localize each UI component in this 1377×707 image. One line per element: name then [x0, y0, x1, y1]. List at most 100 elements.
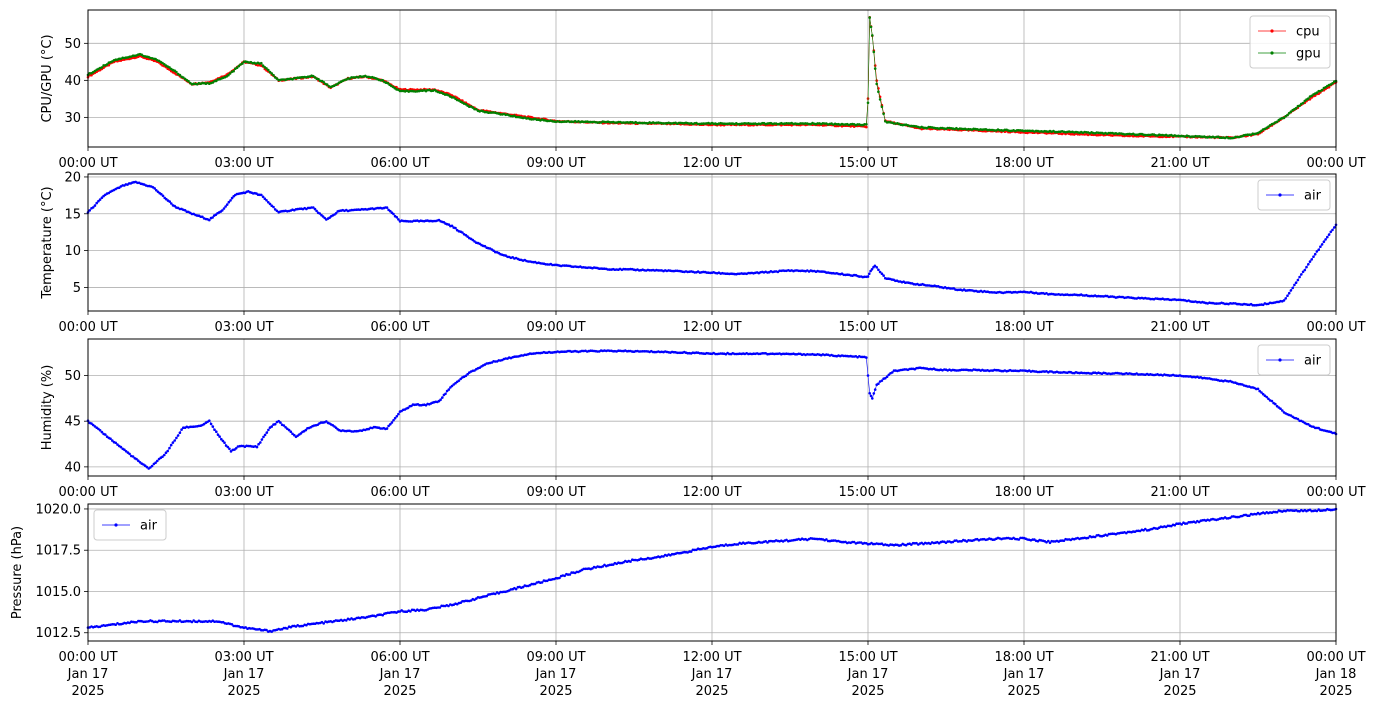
data-point	[882, 274, 885, 277]
legend-marker	[1278, 358, 1282, 362]
x-tick-label: 21:00 UT	[1150, 485, 1209, 500]
data-point	[728, 122, 731, 125]
data-point	[208, 419, 211, 423]
data-point	[1320, 88, 1324, 92]
data-point	[334, 212, 338, 215]
data-point	[208, 218, 211, 222]
data-point	[873, 67, 877, 70]
data-point	[447, 388, 451, 391]
data-point	[211, 425, 215, 428]
data-point	[785, 538, 788, 542]
data-point	[494, 592, 497, 596]
x-tick-label: 00:00 UT	[58, 650, 117, 665]
legend: air	[1257, 179, 1331, 211]
data-point	[1324, 238, 1327, 241]
data-point	[161, 194, 165, 198]
data-point	[213, 428, 216, 432]
data-point	[180, 428, 183, 431]
data-point	[190, 620, 194, 624]
data-point	[263, 433, 267, 437]
data-point	[315, 209, 318, 213]
data-point	[1293, 283, 1296, 287]
series-markers-air	[86, 507, 1338, 633]
x-tick-year: 2025	[383, 684, 416, 699]
data-point	[452, 383, 456, 386]
data-point	[608, 268, 611, 271]
data-point	[1291, 286, 1294, 290]
data-point	[279, 421, 282, 424]
data-point	[1305, 265, 1308, 269]
data-point	[872, 392, 876, 395]
data-point	[137, 459, 140, 463]
data-point	[226, 445, 230, 449]
x-tick-label: 09:00 UT	[526, 156, 585, 171]
data-point	[145, 465, 149, 469]
legend-label: air	[1304, 354, 1322, 369]
data-point	[1298, 104, 1301, 107]
data-point	[1045, 541, 1048, 544]
x-tick-label: 15:00 UT	[838, 156, 897, 171]
data-point	[466, 235, 469, 238]
data-point	[450, 224, 454, 228]
data-point	[869, 394, 873, 398]
x-tick-label: 03:00 UT	[214, 156, 273, 171]
x-tick-label: 09:00 UT	[526, 485, 585, 500]
x-tick-year: 2025	[695, 684, 728, 699]
data-point	[241, 62, 244, 65]
data-point	[866, 275, 870, 278]
x-tick-label: 18:00 UT	[994, 156, 1053, 171]
data-point	[267, 428, 270, 432]
data-point	[255, 445, 259, 449]
data-point	[1287, 111, 1291, 115]
data-point	[877, 268, 880, 272]
data-point	[1173, 523, 1177, 527]
data-point	[1159, 135, 1163, 139]
data-point	[869, 25, 873, 29]
data-point	[444, 392, 447, 396]
data-point	[170, 202, 173, 205]
data-point	[150, 464, 154, 468]
data-point	[1144, 527, 1147, 531]
data-point	[438, 606, 442, 609]
data-point	[345, 619, 348, 622]
data-point	[90, 73, 93, 77]
x-tick-date: Jan 18	[1315, 667, 1357, 682]
data-point	[736, 543, 740, 546]
panel-2: 40 45 50 Humidity (%) 00:00 UT 03:00 UT 06:00 …	[40, 338, 1366, 500]
data-point	[353, 429, 357, 433]
data-point	[95, 201, 98, 205]
data-point	[98, 429, 102, 432]
data-point	[459, 377, 463, 381]
data-point	[1170, 524, 1173, 528]
data-point	[1312, 255, 1315, 258]
data-point	[910, 367, 913, 371]
data-point	[1081, 371, 1085, 375]
data-point	[154, 461, 157, 465]
y-tick-label: 30	[64, 111, 81, 126]
data-point	[227, 200, 231, 204]
x-tick-label: 12:00 UT	[682, 156, 741, 171]
data-point	[1265, 395, 1268, 399]
y-tick-label: 1012.5	[36, 626, 82, 641]
x-tick-year: 2025	[71, 684, 104, 699]
data-point	[1289, 289, 1293, 292]
x-tick-date: Jan 17	[223, 667, 265, 682]
data-point	[535, 351, 539, 355]
data-point	[166, 449, 169, 453]
data-point	[461, 231, 464, 234]
legend: air	[93, 509, 167, 541]
data-point	[409, 610, 412, 613]
x-tick-label: 03:00 UT	[214, 650, 273, 665]
y-tick-label: 1020.0	[36, 502, 82, 517]
data-point	[1248, 514, 1251, 517]
data-point	[882, 112, 885, 116]
data-point	[866, 101, 870, 105]
data-point	[244, 626, 247, 629]
data-point	[1294, 281, 1298, 285]
data-point	[1310, 258, 1313, 261]
data-point	[1270, 399, 1274, 403]
data-point	[1003, 128, 1007, 132]
data-point	[312, 74, 315, 78]
data-point	[722, 544, 726, 548]
x-tick-label: 21:00 UT	[1150, 650, 1209, 665]
